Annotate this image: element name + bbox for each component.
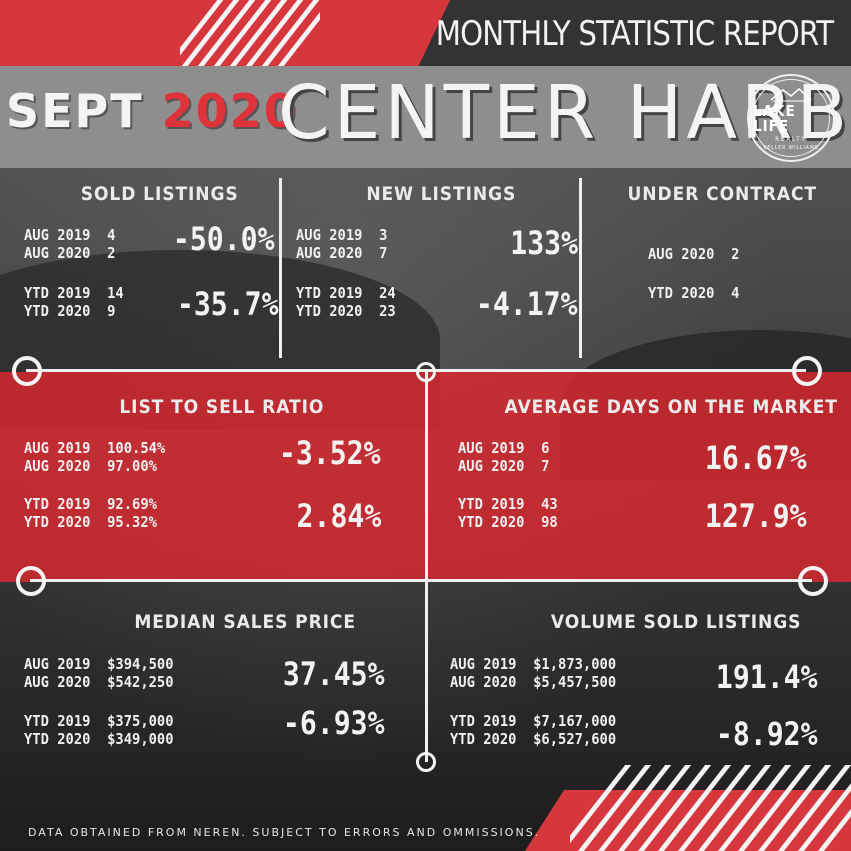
days-on-market-monthly-change: 16.67%	[705, 439, 807, 477]
divider-center	[425, 370, 428, 762]
divider-top-1	[279, 178, 282, 358]
sold-listings-ytd-rows: YTD 2019 14 YTD 2020 9	[24, 284, 124, 320]
logo-text: LAKE LIFE	[753, 101, 796, 135]
divider-top-2	[579, 178, 582, 358]
under-contract-label: UNDER CONTRACT	[627, 183, 818, 205]
volume-sold-monthly-change: 191.4%	[716, 658, 818, 696]
list-to-sell-ytd-change: 2.84%	[296, 497, 381, 535]
footer-stripes	[570, 765, 851, 851]
logo-brokerage: KELLER WILLIAMS	[763, 144, 819, 151]
median-price-ytd-rows: YTD 2019 $375,000 YTD 2020 $349,000	[24, 712, 174, 748]
circle-ornament-3	[416, 362, 436, 382]
header-stripes	[180, 0, 320, 66]
median-price-label: MEDIAN SALES PRICE	[134, 611, 356, 633]
new-listings-ytd-change: -4.17%	[476, 285, 578, 323]
list-to-sell-label: LIST TO SELL RATIO	[119, 396, 325, 418]
sold-listings-ytd-change: -35.7%	[177, 285, 279, 323]
volume-sold-ytd-rows: YTD 2019 $7,167,000 YTD 2020 $6,527,600	[450, 712, 617, 748]
circle-ornament-4	[16, 566, 46, 596]
list-to-sell-monthly-change: -3.52%	[279, 434, 381, 472]
circle-ornament-1	[12, 356, 42, 386]
under-contract-ytd-row: YTD 2020 4	[648, 284, 740, 302]
month-label: SEPT	[6, 84, 144, 138]
sold-listings-label: SOLD LISTINGS	[80, 183, 239, 205]
new-listings-ytd-rows: YTD 2019 24 YTD 2020 23	[296, 284, 396, 320]
new-listings-label: NEW LISTINGS	[366, 183, 517, 205]
volume-sold-monthly-rows: AUG 2019 $1,873,000 AUG 2020 $5,457,500	[450, 655, 617, 691]
logo-subtext: REALTY	[775, 135, 807, 143]
circle-ornament-6	[416, 752, 436, 772]
circle-ornament-5	[798, 566, 828, 596]
brand-logo: LAKE LIFE REALTY KELLER WILLIAMS	[747, 74, 835, 162]
median-price-monthly-rows: AUG 2019 $394,500 AUG 2020 $542,250	[24, 655, 174, 691]
divider-h-2	[30, 579, 812, 582]
days-on-market-label: AVERAGE DAYS ON THE MARKET	[504, 396, 838, 418]
sold-listings-monthly-change: -50.0%	[173, 220, 275, 258]
volume-sold-label: VOLUME SOLD LISTINGS	[550, 611, 802, 633]
sold-listings-monthly-rows: AUG 2019 4 AUG 2020 2	[24, 226, 116, 262]
median-price-ytd-change: -6.93%	[283, 704, 385, 742]
volume-sold-ytd-change: -8.92%	[716, 715, 818, 753]
year-label: 2020	[161, 84, 298, 138]
new-listings-monthly-change: 133%	[510, 224, 578, 262]
report-month: SEPT 2020	[6, 84, 298, 138]
under-contract-monthly-row: AUG 2020 2	[648, 245, 740, 263]
data-source-footnote: DATA OBTAINED FROM NEREN. SUBJECT TO ERR…	[28, 826, 541, 839]
report-title: MONTHLY STATISTIC REPORT	[435, 14, 833, 54]
mountain-icon	[770, 87, 812, 101]
days-on-market-monthly-rows: AUG 2019 6 AUG 2020 7	[458, 439, 550, 475]
list-to-sell-monthly-rows: AUG 2019 100.54% AUG 2020 97.00%	[24, 439, 166, 475]
days-on-market-ytd-rows: YTD 2019 43 YTD 2020 98	[458, 495, 558, 531]
median-price-monthly-change: 37.45%	[283, 655, 385, 693]
list-to-sell-ytd-rows: YTD 2019 92.69% YTD 2020 95.32%	[24, 495, 157, 531]
days-on-market-ytd-change: 127.9%	[705, 497, 807, 535]
new-listings-monthly-rows: AUG 2019 3 AUG 2020 7	[296, 226, 388, 262]
circle-ornament-2	[792, 356, 822, 386]
